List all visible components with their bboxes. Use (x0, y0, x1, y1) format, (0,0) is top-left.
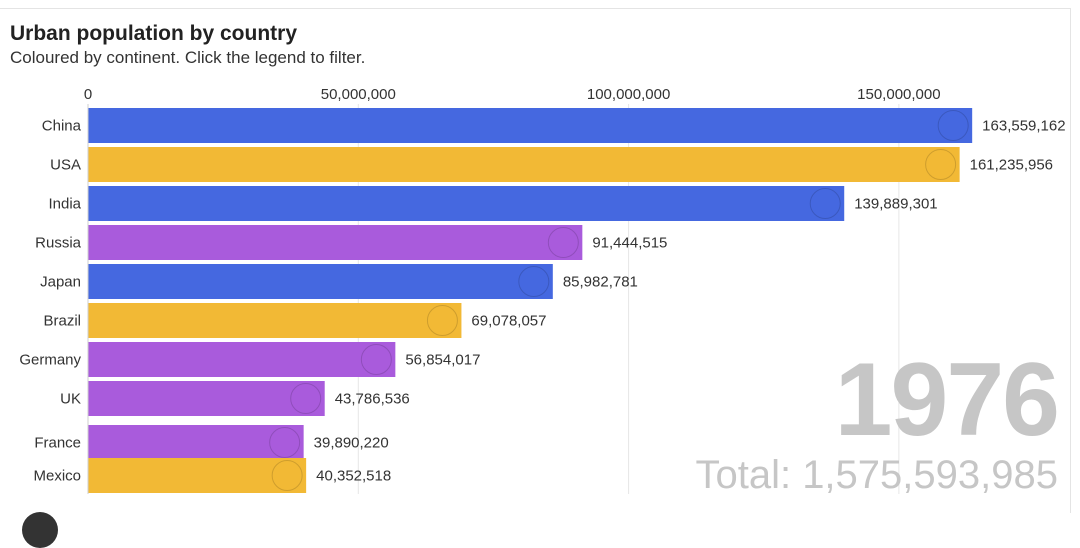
bar-group-japan[interactable]: Japan 85,982,781 (40, 264, 638, 299)
bar-group-france[interactable]: France 39,890,220 (34, 425, 389, 460)
bar-group-mexico[interactable]: Mexico 40,352,518 (33, 458, 391, 493)
value-label: 161,235,956 (970, 157, 1053, 174)
year-label: 1976 (834, 342, 1060, 458)
bar-group-germany[interactable]: Germany 56,854,017 (19, 342, 480, 377)
category-label: Germany (19, 352, 81, 369)
x-tick-label: 150,000,000 (857, 86, 940, 103)
x-tick-label: 0 (84, 86, 92, 103)
value-label: 85,982,781 (563, 274, 638, 291)
category-label: China (42, 118, 82, 135)
bar-group-russia[interactable]: Russia 91,444,515 (35, 225, 667, 260)
bar-group-china[interactable]: China 163,559,162 (42, 108, 1066, 143)
chart-title: Urban population by country (10, 22, 297, 45)
bar-china (88, 108, 973, 143)
category-label: India (48, 196, 81, 213)
category-label: USA (50, 157, 81, 174)
bar-brazil (88, 303, 462, 338)
bar-group-usa[interactable]: USA 161,235,956 (50, 147, 1053, 182)
top-divider (0, 8, 1070, 9)
bar-usa (88, 147, 960, 182)
category-label: Mexico (33, 468, 81, 485)
x-tick-label: 50,000,000 (321, 86, 396, 103)
bar-group-india[interactable]: India 139,889,301 (48, 186, 938, 221)
category-label: France (34, 435, 81, 452)
bar-france (88, 425, 304, 460)
bar-uk (88, 381, 325, 416)
category-label: UK (60, 391, 81, 408)
value-label: 56,854,017 (405, 352, 480, 369)
bar-chart: 0 50,000,000 100,000,000 150,000,000 China 16… (19, 86, 1066, 494)
x-tick-label: 100,000,000 (587, 86, 670, 103)
category-label: Russia (35, 235, 82, 252)
bar-india (88, 186, 845, 221)
category-label: Brazil (43, 313, 81, 330)
chart-subtitle: Coloured by continent. Click the legend … (10, 48, 366, 67)
value-label: 43,786,536 (335, 391, 410, 408)
bar-japan (88, 264, 553, 299)
bar-germany (88, 342, 396, 377)
bar-mexico (88, 458, 307, 493)
value-label: 139,889,301 (854, 196, 937, 213)
bar-group-uk[interactable]: UK 43,786,536 (60, 381, 410, 416)
bar-russia (88, 225, 583, 260)
play-button[interactable] (22, 512, 58, 548)
value-label: 91,444,515 (592, 235, 667, 252)
right-divider (1070, 8, 1071, 513)
value-label: 40,352,518 (316, 468, 391, 485)
category-label: Japan (40, 274, 81, 291)
value-label: 163,559,162 (982, 118, 1065, 135)
value-label: 39,890,220 (314, 435, 389, 452)
bar-group-brazil[interactable]: Brazil 69,078,057 (43, 303, 547, 338)
value-label: 69,078,057 (471, 313, 546, 330)
total-label: Total: 1,575,593,985 (695, 453, 1058, 497)
